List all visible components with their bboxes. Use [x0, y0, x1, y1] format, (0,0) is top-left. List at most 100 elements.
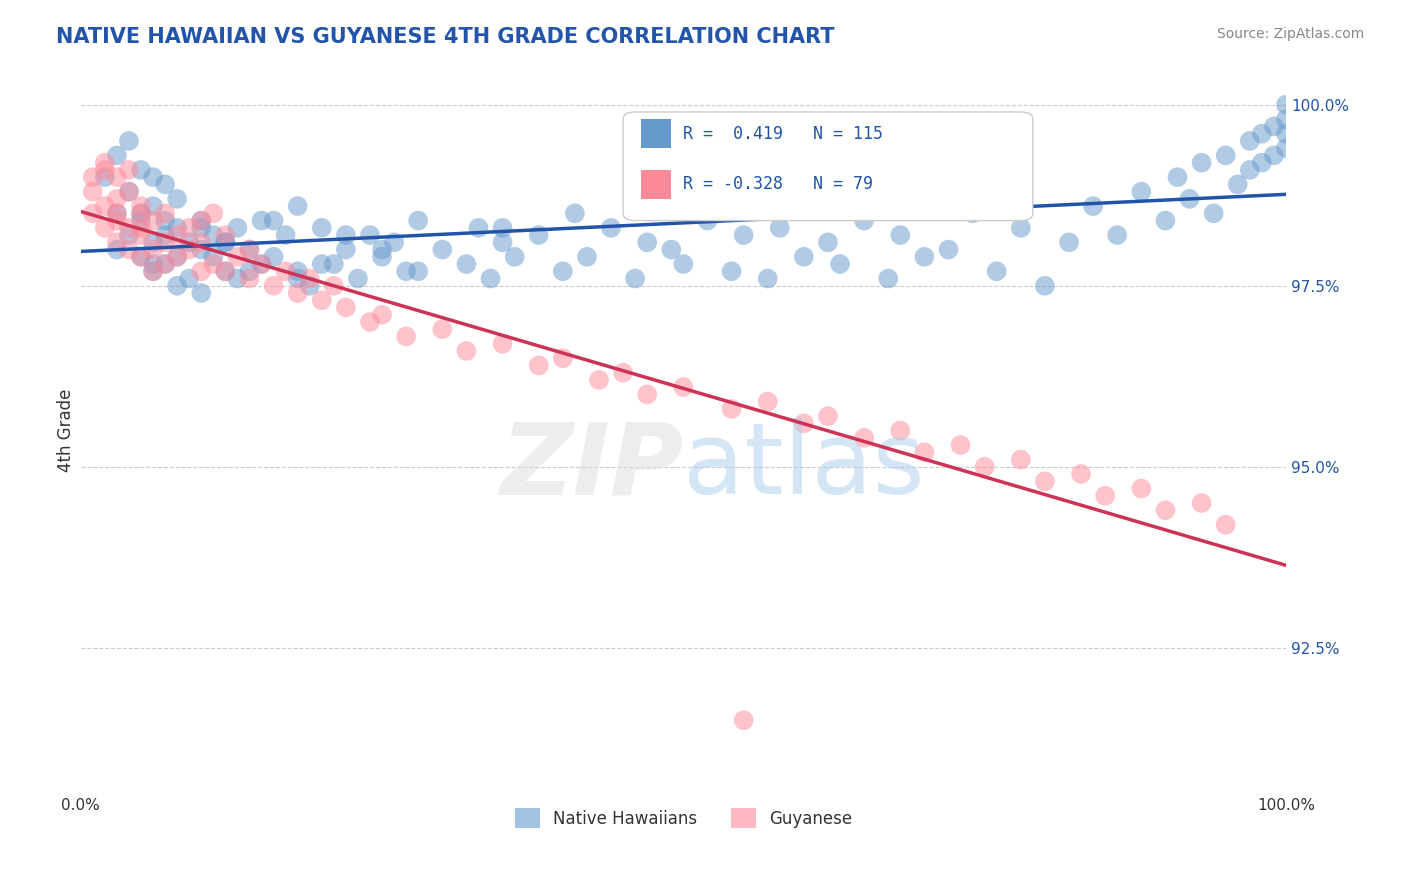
Y-axis label: 4th Grade: 4th Grade — [58, 389, 75, 472]
Point — [491, 235, 513, 250]
Point — [527, 359, 550, 373]
Point — [479, 271, 502, 285]
Point — [105, 148, 128, 162]
Point — [118, 228, 141, 243]
Point — [118, 185, 141, 199]
Point — [129, 206, 152, 220]
Point — [1081, 199, 1104, 213]
Point — [179, 235, 201, 250]
Point — [962, 206, 984, 220]
Point — [298, 271, 321, 285]
Point — [105, 192, 128, 206]
Point — [190, 220, 212, 235]
Point — [322, 257, 344, 271]
Point — [912, 250, 935, 264]
Point — [214, 228, 236, 243]
Point — [949, 438, 972, 452]
Point — [406, 264, 429, 278]
Point — [733, 713, 755, 727]
Point — [371, 250, 394, 264]
Point — [696, 213, 718, 227]
Text: R = -0.328   N = 79: R = -0.328 N = 79 — [683, 176, 873, 194]
Point — [287, 199, 309, 213]
Point — [1057, 235, 1080, 250]
Point — [527, 228, 550, 243]
Point — [612, 366, 634, 380]
Point — [179, 271, 201, 285]
Point — [1275, 97, 1298, 112]
Point — [94, 170, 117, 185]
Point — [720, 401, 742, 416]
Point — [274, 264, 297, 278]
Point — [359, 315, 381, 329]
Point — [817, 409, 839, 423]
Point — [551, 264, 574, 278]
Point — [166, 220, 188, 235]
Point — [166, 250, 188, 264]
Point — [1275, 112, 1298, 127]
Point — [153, 206, 176, 220]
Point — [250, 257, 273, 271]
Point — [1250, 127, 1272, 141]
Point — [202, 228, 225, 243]
Point — [1202, 206, 1225, 220]
Point — [166, 192, 188, 206]
Point — [166, 228, 188, 243]
Point — [226, 220, 249, 235]
Point — [311, 220, 333, 235]
Point — [190, 213, 212, 227]
Point — [214, 264, 236, 278]
Point — [214, 264, 236, 278]
Point — [153, 235, 176, 250]
Point — [250, 257, 273, 271]
Point — [347, 271, 370, 285]
Point — [1191, 155, 1213, 169]
Point — [1215, 148, 1237, 162]
Point — [105, 243, 128, 257]
Point — [153, 213, 176, 227]
Point — [828, 257, 851, 271]
Text: Source: ZipAtlas.com: Source: ZipAtlas.com — [1216, 27, 1364, 41]
Point — [672, 380, 695, 394]
Point — [853, 213, 876, 227]
Point — [129, 162, 152, 177]
Point — [600, 220, 623, 235]
Point — [82, 206, 104, 220]
Point — [853, 431, 876, 445]
Point — [94, 199, 117, 213]
Point — [142, 264, 165, 278]
Point — [153, 257, 176, 271]
Point — [1130, 185, 1153, 199]
Point — [889, 424, 911, 438]
Point — [129, 250, 152, 264]
Point — [202, 250, 225, 264]
Point — [322, 278, 344, 293]
Point — [1239, 162, 1261, 177]
Point — [287, 271, 309, 285]
Point — [105, 206, 128, 220]
Point — [179, 220, 201, 235]
Point — [274, 228, 297, 243]
Point — [129, 213, 152, 227]
Point — [467, 220, 489, 235]
Point — [263, 278, 285, 293]
Point — [238, 243, 260, 257]
Point — [94, 162, 117, 177]
Point — [153, 257, 176, 271]
Point — [1239, 134, 1261, 148]
Point — [129, 220, 152, 235]
Text: R =  0.419   N = 115: R = 0.419 N = 115 — [683, 125, 883, 143]
Point — [491, 220, 513, 235]
Point — [636, 387, 658, 401]
Point — [202, 206, 225, 220]
Point — [179, 243, 201, 257]
Point — [793, 417, 815, 431]
FancyBboxPatch shape — [623, 112, 1033, 220]
Point — [129, 206, 152, 220]
Point — [406, 213, 429, 227]
Point — [456, 257, 478, 271]
Point — [105, 213, 128, 227]
Point — [817, 235, 839, 250]
Point — [432, 322, 454, 336]
Point — [311, 293, 333, 308]
